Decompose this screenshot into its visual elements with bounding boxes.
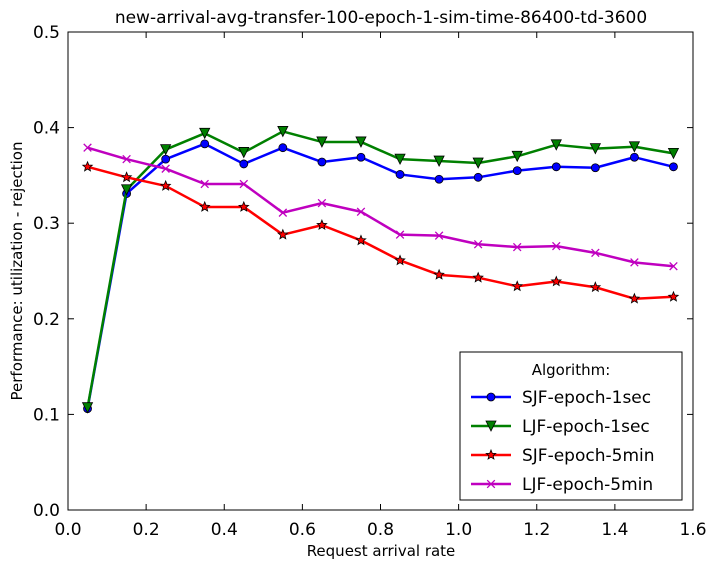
y-tick-label: 0.0 xyxy=(33,501,60,521)
data-point-sjf-epoch-5min xyxy=(394,254,406,266)
data-point-sjf-epoch-5min xyxy=(238,200,250,212)
ticks-layer: 0.0 0.2 0.4 0.6 0.8 1.0 1.2 1.4 1.6 0.0 0.1 0.2 0.3 0… xyxy=(33,23,707,540)
legend-label-sjf-epoch-5min: SJF-epoch-5min xyxy=(522,446,655,466)
y-axis-label: Performance: utilization - rejection xyxy=(8,142,26,401)
data-point-sjf-epoch-5min xyxy=(316,219,328,231)
data-point-sjf-epoch-5min xyxy=(81,160,94,172)
y-tick-label: 0.2 xyxy=(33,310,60,330)
data-point-sjf-epoch-1sec xyxy=(630,152,639,162)
legend-title: Algorithm: xyxy=(532,361,611,379)
legend: Algorithm: SJF-epoch-1secLJF-epoch-1secS… xyxy=(459,351,683,501)
x-tick-label: 1.0 xyxy=(445,520,472,540)
x-tick-label: 0.2 xyxy=(133,520,160,540)
data-point-sjf-epoch-1sec xyxy=(669,162,678,172)
data-point-ljf-epoch-1sec xyxy=(628,141,641,153)
data-point-ljf-epoch-1sec xyxy=(199,127,211,140)
y-tick-label: 0.1 xyxy=(33,405,60,425)
data-point-ljf-epoch-5min xyxy=(630,258,639,267)
data-point-sjf-epoch-1sec xyxy=(512,166,522,176)
data-point-ljf-epoch-1sec xyxy=(394,153,406,166)
data-point-ljf-epoch-5min xyxy=(669,261,678,271)
series-line-sjf-epoch-1sec xyxy=(86,142,674,409)
data-point-ljf-epoch-5min xyxy=(83,143,92,152)
series-line-ljf-epoch-1sec xyxy=(86,130,674,408)
data-point-sjf-epoch-1sec xyxy=(590,163,600,173)
data-point-ljf-epoch-5min xyxy=(473,239,483,249)
data-point-ljf-epoch-5min xyxy=(434,231,444,240)
data-point-ljf-epoch-1sec xyxy=(81,402,94,414)
data-point-ljf-epoch-5min xyxy=(591,248,600,258)
data-point-sjf-epoch-5min xyxy=(472,271,484,283)
x-tick-label: 0.0 xyxy=(54,520,81,540)
legend-label-ljf-epoch-1sec: LJF-epoch-1sec xyxy=(522,417,650,437)
data-point-sjf-epoch-5min xyxy=(511,280,523,292)
x-tick-label: 0.6 xyxy=(289,520,316,540)
data-point-sjf-epoch-1sec xyxy=(395,170,405,179)
data-point-ljf-epoch-1sec xyxy=(238,147,250,159)
data-point-ljf-epoch-1sec xyxy=(433,155,445,167)
data-point-sjf-epoch-1sec xyxy=(239,159,249,169)
data-point-ljf-epoch-5min xyxy=(161,164,170,173)
data-point-ljf-epoch-1sec xyxy=(472,157,484,169)
data-point-ljf-epoch-5min xyxy=(278,208,288,217)
data-point-sjf-epoch-1sec xyxy=(473,172,483,182)
series-line-sjf-epoch-5min xyxy=(87,165,674,300)
series-layer xyxy=(81,126,680,414)
data-point-ljf-epoch-1sec xyxy=(160,144,172,156)
data-point-ljf-epoch-5min xyxy=(317,198,327,208)
x-tick-label: 1.4 xyxy=(601,520,628,540)
legend-marker-sjf-epoch-1sec xyxy=(486,392,496,402)
data-point-sjf-epoch-5min xyxy=(667,290,680,302)
data-point-sjf-epoch-5min xyxy=(159,179,172,191)
x-axis-label: Request arrival rate xyxy=(307,542,456,560)
data-point-sjf-epoch-5min xyxy=(277,228,289,240)
data-point-ljf-epoch-1sec xyxy=(316,136,328,148)
x-tick-label: 0.4 xyxy=(211,520,238,540)
data-point-sjf-epoch-1sec xyxy=(317,157,327,167)
legend-label-ljf-epoch-5min: LJF-epoch-5min xyxy=(522,475,653,495)
data-point-ljf-epoch-5min xyxy=(239,179,249,189)
data-point-sjf-epoch-1sec xyxy=(278,143,288,153)
x-tick-label: 1.6 xyxy=(679,520,706,540)
data-point-sjf-epoch-1sec xyxy=(551,162,561,172)
data-point-ljf-epoch-5min xyxy=(200,179,209,189)
data-point-sjf-epoch-5min xyxy=(628,292,641,304)
data-point-ljf-epoch-1sec xyxy=(589,143,601,155)
data-point-ljf-epoch-1sec xyxy=(667,148,680,160)
data-point-sjf-epoch-1sec xyxy=(434,174,444,184)
data-point-sjf-epoch-1sec xyxy=(356,152,366,162)
legend-marker-sjf-epoch-5min xyxy=(485,448,497,460)
data-point-ljf-epoch-5min xyxy=(395,230,405,239)
data-point-ljf-epoch-1sec xyxy=(355,136,367,148)
chart-title: new-arrival-avg-transfer-100-epoch-1-sim… xyxy=(115,8,647,28)
data-point-sjf-epoch-5min xyxy=(120,171,133,183)
data-point-sjf-epoch-1sec xyxy=(161,154,171,164)
legend-items: SJF-epoch-1sec LJF-epoch-1sec SJF-epoch-5m… xyxy=(471,388,655,495)
legend-marker-ljf-epoch-1sec xyxy=(485,420,497,432)
data-point-ljf-epoch-5min xyxy=(122,154,131,164)
data-point-sjf-epoch-5min xyxy=(355,234,367,246)
data-point-ljf-epoch-1sec xyxy=(277,126,289,138)
y-tick-label: 0.5 xyxy=(33,23,60,43)
data-point-ljf-epoch-5min xyxy=(356,207,366,216)
y-tick-label: 0.3 xyxy=(33,214,60,234)
series-line-ljf-epoch-5min xyxy=(87,146,674,268)
data-point-sjf-epoch-1sec xyxy=(200,139,210,149)
data-point-sjf-epoch-5min xyxy=(550,275,563,287)
data-point-ljf-epoch-5min xyxy=(512,242,522,252)
data-point-sjf-epoch-5min xyxy=(198,200,211,212)
data-point-sjf-epoch-5min xyxy=(433,268,445,280)
legend-label-sjf-epoch-1sec: SJF-epoch-1sec xyxy=(522,388,651,408)
x-tick-label: 1.2 xyxy=(523,520,550,540)
data-point-ljf-epoch-5min xyxy=(552,241,561,251)
legend-marker-ljf-epoch-5min xyxy=(486,479,496,489)
data-point-ljf-epoch-1sec xyxy=(550,139,562,151)
y-tick-label: 0.4 xyxy=(33,119,60,139)
data-point-sjf-epoch-5min xyxy=(589,281,602,293)
data-point-ljf-epoch-1sec xyxy=(120,184,133,196)
x-tick-label: 0.8 xyxy=(367,520,394,540)
data-point-ljf-epoch-1sec xyxy=(511,150,523,163)
